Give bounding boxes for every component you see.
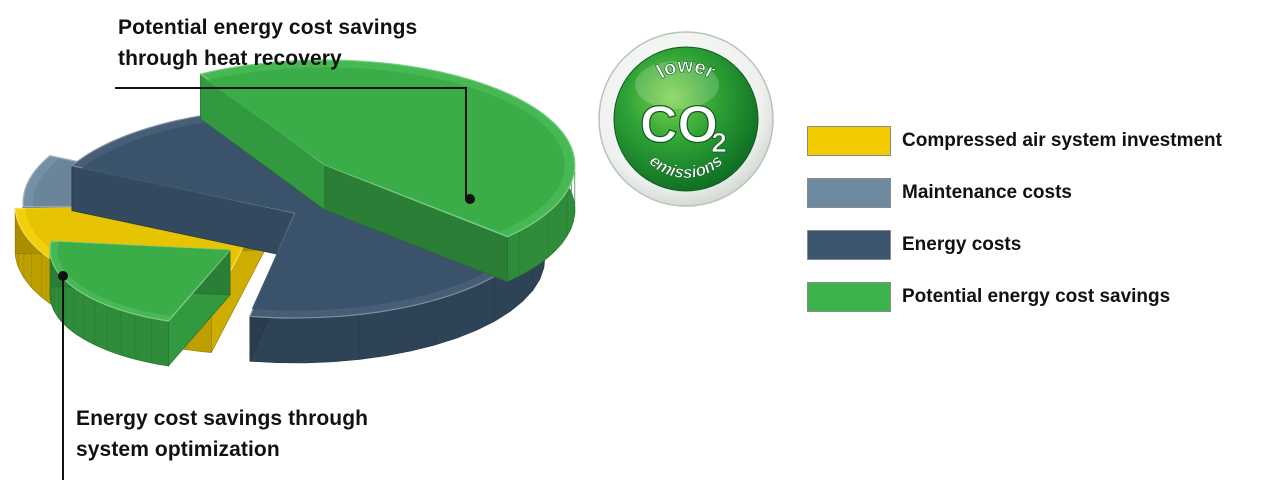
legend-swatch-maintenance <box>807 178 891 208</box>
legend-swatch-energy-costs <box>807 230 891 260</box>
legend-item-energy-costs: Energy costs <box>807 230 1277 264</box>
callout-system-optimization-line1: Energy cost savings through <box>76 407 369 430</box>
callout-heat-recovery-line2: through heat recovery <box>118 47 342 70</box>
lower-co2-emissions-badge: lower CO 2 emissions <box>598 31 774 207</box>
slice-top-inner-optimization-savings <box>57 241 231 317</box>
callout-heat-recovery: Potential energy cost savings through he… <box>118 12 417 74</box>
legend-label-investment: Compressed air system investment <box>902 130 1222 151</box>
leader-dot-heat-recovery <box>465 194 475 204</box>
legend-swatch-potential-savings <box>807 282 891 312</box>
legend-label-energy-costs: Energy costs <box>902 234 1022 255</box>
callout-system-optimization-line2: system optimization <box>76 438 280 461</box>
callout-system-optimization: Energy cost savings through system optim… <box>76 403 368 465</box>
leader-dot-system-optimization <box>58 271 68 281</box>
legend-swatch-investment <box>807 126 891 156</box>
leader-line-heat-recovery <box>115 87 467 199</box>
badge-inner-disc <box>613 46 759 192</box>
badge-text-co: CO <box>640 96 718 154</box>
legend-label-potential-savings: Potential energy cost savings <box>902 286 1171 307</box>
badge-highlight <box>635 61 719 109</box>
slice-top-inner-heat-recovery-savings <box>205 67 565 232</box>
legend-item-investment: Compressed air system investment <box>807 126 1277 160</box>
legend-label-maintenance: Maintenance costs <box>902 182 1072 203</box>
legend-item-maintenance: Maintenance costs <box>807 178 1277 212</box>
legend-item-potential-savings: Potential energy cost savings <box>807 282 1277 316</box>
badge-text-sub: 2 <box>711 127 727 158</box>
callout-heat-recovery-line1: Potential energy cost savings <box>118 16 418 39</box>
